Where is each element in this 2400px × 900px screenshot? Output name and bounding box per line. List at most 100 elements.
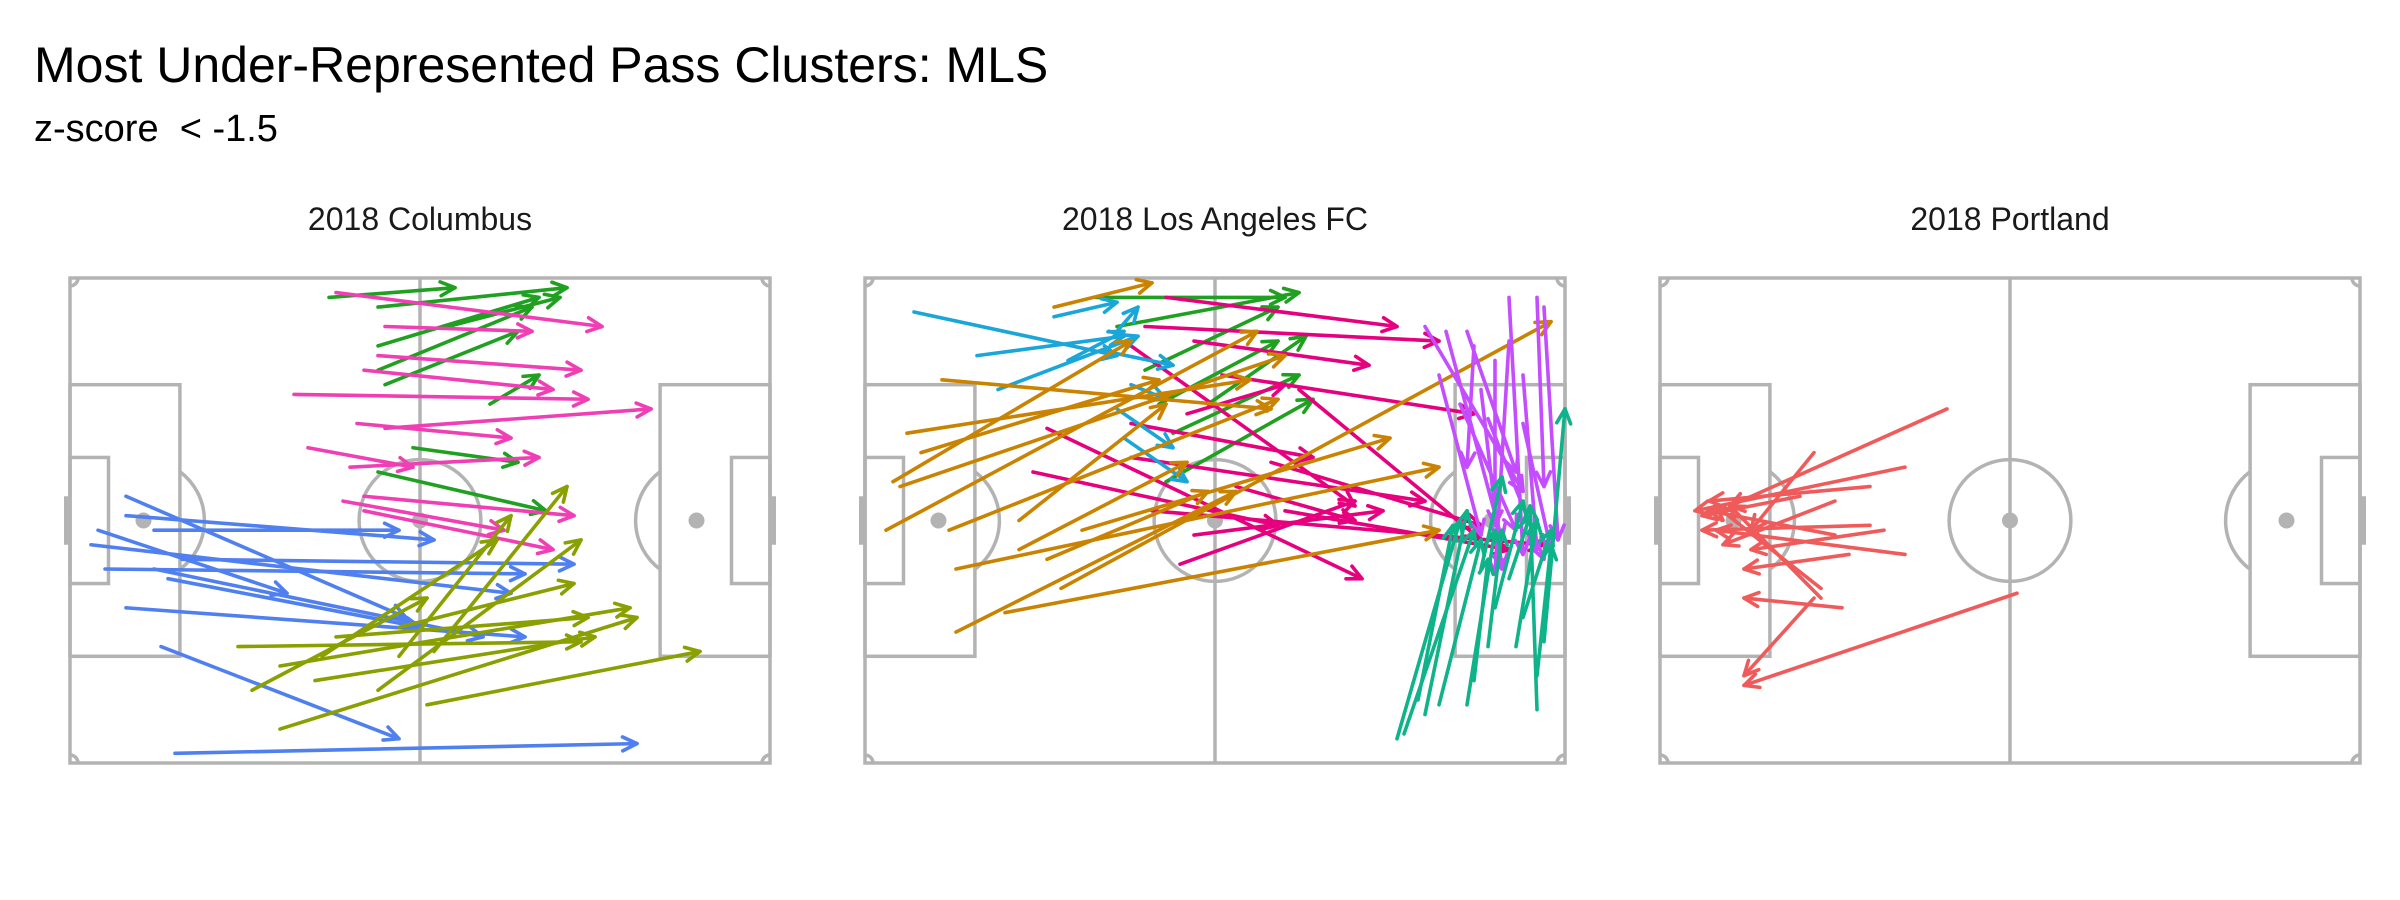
pass-arrow xyxy=(1728,407,1949,509)
right-six-yard-box xyxy=(729,455,772,586)
pass-line xyxy=(954,465,1441,571)
pass-line xyxy=(1521,421,1553,552)
pass-line xyxy=(1129,344,1357,508)
pass-arrow xyxy=(1707,484,1872,509)
pass-line xyxy=(1017,402,1168,523)
pass-line xyxy=(912,310,1119,358)
pass-arrow xyxy=(1101,348,1175,371)
arrow-head xyxy=(515,322,534,340)
arrow-head xyxy=(494,427,513,446)
pass-line xyxy=(376,295,541,348)
pass-line xyxy=(1129,421,1315,460)
pass-arrow xyxy=(1542,305,1566,542)
arrow-head xyxy=(542,292,562,310)
corner-arc xyxy=(2350,753,2361,764)
pass-arrow xyxy=(1742,552,1851,576)
pass-line xyxy=(1742,596,1844,610)
left-penalty-box xyxy=(68,382,182,659)
arrow-head xyxy=(1337,490,1357,508)
left-goal xyxy=(859,496,865,545)
arrow-head xyxy=(1113,339,1133,357)
pass-line xyxy=(975,334,1126,358)
arrow-head xyxy=(1700,521,1719,539)
pass-line xyxy=(1115,290,1301,329)
pass-line xyxy=(278,615,639,731)
centre-circle xyxy=(1947,457,2073,584)
arrow-head xyxy=(409,596,429,613)
pass-line xyxy=(884,329,1259,533)
pass-line xyxy=(891,339,1133,484)
pass-line xyxy=(1045,489,1210,562)
pass-line xyxy=(348,455,541,469)
pass-cluster xyxy=(884,277,1553,634)
right-goal xyxy=(2360,496,2366,545)
pass-line xyxy=(1101,348,1175,368)
arrow-head xyxy=(619,613,639,631)
arrow-head xyxy=(550,280,569,298)
right-penalty-spot xyxy=(2278,512,2295,529)
arrow-head xyxy=(1366,503,1385,522)
pass-arrow xyxy=(376,353,583,378)
pass-arrow xyxy=(1479,475,1508,571)
pass-arrow xyxy=(1486,528,1509,649)
arrow-head xyxy=(1534,470,1553,489)
pass-line xyxy=(362,368,555,392)
pass-line xyxy=(292,392,590,402)
pass-arrow xyxy=(376,280,569,309)
pass-line xyxy=(1185,382,1287,416)
arrow-head xyxy=(1239,329,1259,347)
arrow-head xyxy=(465,625,485,643)
pass-cluster xyxy=(236,484,702,731)
pass-line xyxy=(1542,407,1567,644)
pass-arrow xyxy=(362,494,576,524)
pass-arrow xyxy=(432,484,569,654)
pass-arrow xyxy=(313,630,597,683)
pass-line xyxy=(1283,508,1511,552)
arrow-head xyxy=(381,725,401,742)
arrow-head xyxy=(1380,315,1399,334)
arrow-head xyxy=(1749,538,1769,557)
pass-arrow xyxy=(1742,596,1816,678)
panel-title: 2018 Portland xyxy=(1910,201,2109,237)
pass-line xyxy=(152,567,485,639)
arrow-head xyxy=(1459,450,1477,469)
pass-arrow xyxy=(446,292,562,329)
pass-line xyxy=(954,489,1238,634)
arrow-head xyxy=(1477,557,1496,577)
corner-arc xyxy=(760,277,771,288)
arrow-head xyxy=(1169,460,1189,477)
pass-arrow xyxy=(1437,538,1486,707)
pass-arrow xyxy=(1700,494,1802,522)
pass-arrow xyxy=(1742,590,1844,610)
pass-line xyxy=(1507,513,1532,581)
pass-line xyxy=(1192,339,1371,368)
pass-arrow xyxy=(1437,373,1486,537)
pass-line xyxy=(1115,305,1140,334)
arrow-head xyxy=(1372,433,1392,451)
pass-line xyxy=(1220,373,1476,416)
pass-arrow xyxy=(1017,402,1168,523)
pass-line xyxy=(1437,373,1483,537)
arrow-head xyxy=(1468,517,1486,537)
pass-line xyxy=(1052,281,1154,309)
pass-arrow xyxy=(341,499,506,537)
centre-spot xyxy=(2002,512,2018,529)
pass-arrow xyxy=(1129,421,1315,464)
right-six-yard-box xyxy=(2319,455,2362,586)
pass-arrow xyxy=(1521,504,1540,712)
pass-cluster xyxy=(1031,295,1546,581)
pass-arrow xyxy=(954,461,1441,571)
pass-line xyxy=(383,407,653,431)
pass-arrow xyxy=(1472,557,1496,683)
pass-line xyxy=(124,494,408,620)
right-penalty-arc xyxy=(2223,470,2252,571)
arrow-head xyxy=(1510,499,1528,519)
pass-line xyxy=(425,649,702,707)
pass-line xyxy=(1178,499,1357,566)
arrow-head xyxy=(1700,504,1720,522)
pass-line xyxy=(1535,295,1546,489)
pass-arrow xyxy=(891,339,1133,484)
arrow-head xyxy=(1155,353,1175,371)
arrow-head xyxy=(1728,504,1747,523)
